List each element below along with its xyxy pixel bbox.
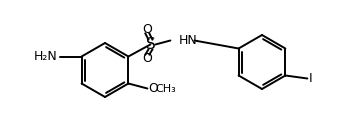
Text: H₂N: H₂N bbox=[34, 50, 57, 63]
Text: O: O bbox=[142, 52, 152, 65]
Text: CH₃: CH₃ bbox=[155, 84, 176, 95]
Text: O: O bbox=[142, 23, 152, 36]
Text: O: O bbox=[148, 82, 158, 95]
Text: S: S bbox=[146, 37, 155, 52]
Text: I: I bbox=[308, 72, 312, 85]
Text: HN: HN bbox=[178, 34, 197, 47]
